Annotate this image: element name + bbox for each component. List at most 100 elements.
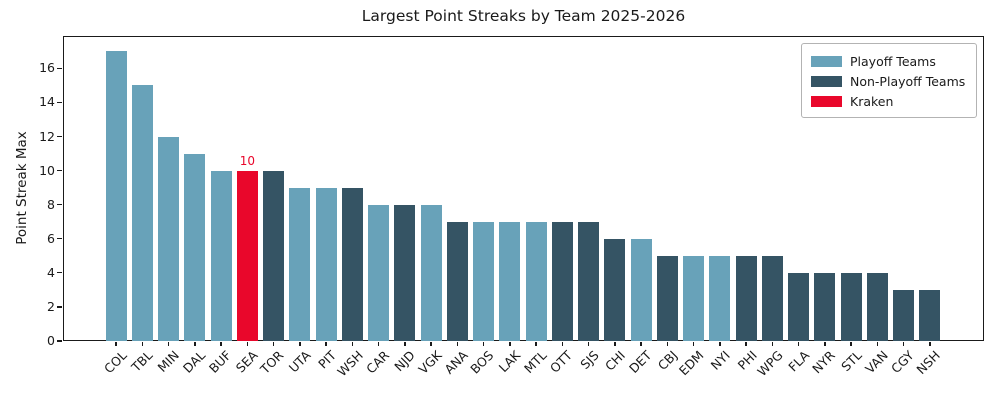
- bar-bos: [473, 221, 495, 341]
- x-tick-mark: [325, 342, 327, 346]
- bar-min: [158, 136, 180, 341]
- bar-cbj: [656, 255, 678, 341]
- bar-van: [866, 272, 888, 341]
- y-tick-label: 14: [39, 94, 55, 110]
- x-tick-mark: [430, 342, 432, 346]
- x-tick-label: CAR: [362, 347, 392, 377]
- y-tick-label: 10: [39, 162, 55, 178]
- x-tick-mark: [902, 342, 905, 346]
- bar-ott: [551, 221, 573, 341]
- x-tick-label: NYI: [707, 347, 734, 373]
- y-tick-mark: [57, 204, 62, 206]
- x-tick-label: DAL: [179, 347, 209, 376]
- x-tick-mark: [115, 342, 117, 346]
- y-tick-mark: [57, 238, 62, 240]
- bar-chi: [604, 238, 626, 341]
- bar-stl: [840, 272, 862, 341]
- x-tick-label: TBL: [128, 347, 156, 375]
- x-tick-label: MTL: [520, 347, 550, 377]
- x-tick-label: SJS: [577, 347, 602, 373]
- bar-sjs: [578, 221, 600, 341]
- x-tick-label: OTT: [547, 347, 576, 376]
- x-tick-label: ANA: [441, 347, 471, 377]
- x-tick-mark: [377, 342, 380, 346]
- bar-tor: [263, 170, 285, 341]
- y-tick-label: 6: [47, 230, 55, 246]
- bar-mtl: [525, 221, 547, 341]
- x-tick-label: TOR: [257, 347, 287, 377]
- y-tick-mark: [57, 67, 62, 70]
- bar-fla: [788, 272, 810, 341]
- y-tick-mark: [57, 272, 62, 274]
- x-tick-mark: [850, 342, 852, 346]
- x-tick-mark: [666, 342, 669, 346]
- legend-swatch-playoff: [811, 55, 842, 67]
- x-tick-mark: [404, 342, 406, 346]
- x-tick-mark: [482, 342, 485, 346]
- bar-cgy: [893, 289, 915, 341]
- x-tick-mark: [640, 342, 642, 346]
- x-tick-mark: [771, 342, 774, 346]
- x-tick-label: SEA: [232, 347, 261, 376]
- bar-vgk: [420, 204, 442, 341]
- bar-det: [630, 238, 652, 341]
- x-tick-mark: [929, 342, 931, 346]
- bar-col: [105, 51, 127, 341]
- x-tick-mark: [587, 342, 590, 346]
- x-tick-label: UTA: [285, 347, 314, 376]
- x-tick-mark: [745, 342, 747, 346]
- x-tick-label: CHI: [602, 347, 629, 374]
- bar-buf: [210, 170, 232, 341]
- legend-entry-playoff: Playoff Teams: [811, 51, 967, 71]
- x-tick-label: BUF: [206, 347, 235, 376]
- y-tick-mark: [57, 135, 62, 138]
- y-tick-mark: [57, 101, 62, 104]
- y-tick-label: 4: [47, 264, 55, 280]
- y-tick-label: 8: [47, 196, 55, 212]
- bar-wsh: [341, 187, 363, 341]
- x-tick-mark: [824, 342, 826, 346]
- bar-uta: [289, 187, 311, 341]
- bar-lak: [499, 221, 521, 341]
- x-tick-mark: [220, 342, 222, 346]
- x-tick-label: BOS: [467, 347, 497, 377]
- x-tick-label: VGK: [415, 347, 445, 377]
- x-tick-mark: [535, 342, 537, 346]
- x-tick-mark: [456, 342, 459, 346]
- x-tick-label: STL: [837, 347, 865, 375]
- y-tick-label: 12: [39, 128, 55, 144]
- y-tick-mark: [57, 169, 62, 172]
- bar-sea: [236, 170, 258, 341]
- x-tick-mark: [797, 342, 800, 346]
- bar-phi: [735, 255, 757, 341]
- legend-label: Kraken: [850, 93, 894, 109]
- legend-entry-non-playoff: Non-Playoff Teams: [811, 71, 967, 91]
- x-tick-mark: [561, 342, 564, 346]
- legend-swatch-non-playoff: [811, 75, 842, 87]
- chart-title: Largest Point Streaks by Team 2025-2026: [361, 7, 686, 25]
- x-tick-label: MIN: [154, 347, 182, 376]
- x-tick-label: LAK: [495, 347, 524, 376]
- y-tick-label: 0: [47, 333, 55, 348]
- y-axis-label: Point Streak Max: [14, 131, 30, 245]
- x-tick-label: CGY: [888, 347, 917, 377]
- x-tick-mark: [614, 342, 616, 346]
- x-tick-label: VAN: [861, 347, 891, 377]
- bar-pit: [315, 187, 337, 341]
- bar-edm: [683, 255, 705, 341]
- bar-car: [368, 204, 390, 341]
- x-tick-mark: [194, 342, 196, 346]
- bar-wpg: [761, 255, 783, 341]
- y-tick-label: 2: [47, 298, 55, 314]
- x-tick-label: WPG: [754, 347, 786, 380]
- x-tick-label: NSH: [913, 347, 944, 378]
- bar-nyr: [814, 272, 836, 341]
- bar-tbl: [131, 85, 153, 341]
- x-tick-label: WSH: [333, 347, 366, 380]
- x-tick-label: NYR: [809, 347, 839, 377]
- x-tick-mark: [167, 342, 170, 346]
- legend-label: Non-Playoff Teams: [850, 73, 966, 89]
- legend-entry-kraken: Kraken: [811, 91, 967, 111]
- x-tick-mark: [876, 342, 879, 346]
